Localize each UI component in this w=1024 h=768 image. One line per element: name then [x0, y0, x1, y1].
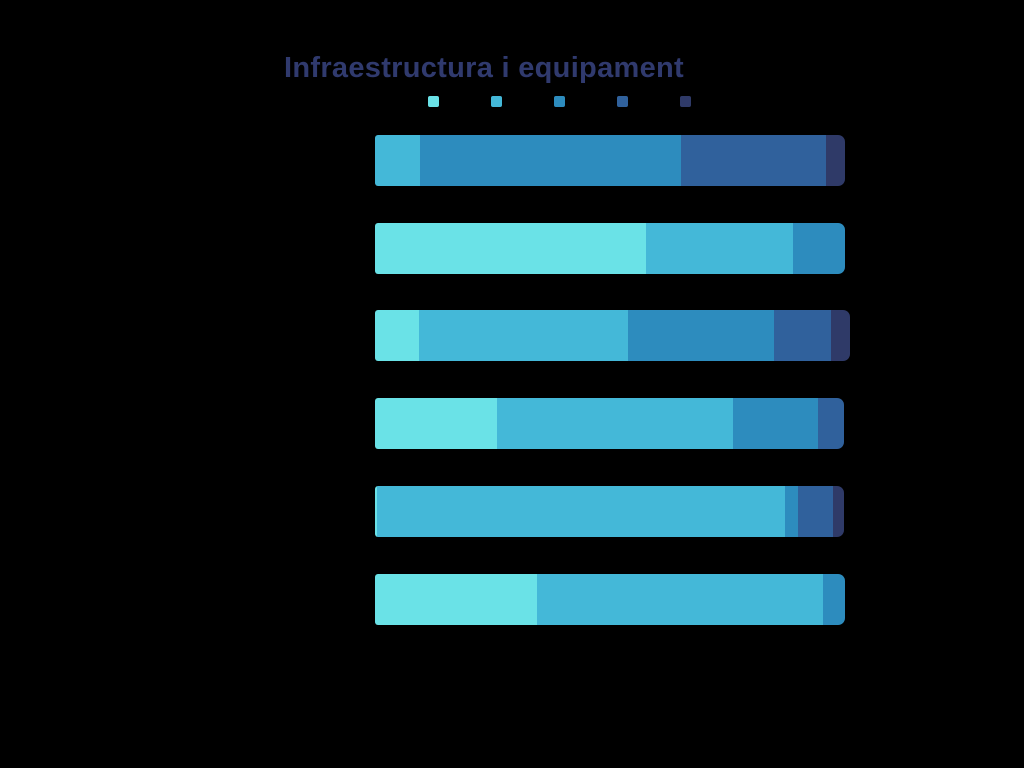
bar-segment-navy — [826, 135, 845, 186]
bar-segment-dark-blue — [798, 486, 833, 537]
bar-row-5 — [375, 486, 844, 537]
bar-segment-cyan — [537, 574, 824, 625]
bar-segment-blue — [784, 486, 799, 537]
bar-segment-dark-blue — [773, 310, 832, 361]
bar-segment-blue — [628, 310, 774, 361]
bar-row-2 — [375, 223, 846, 274]
bar-segment-blue — [793, 223, 846, 274]
bar-segment-cyan — [376, 486, 785, 537]
bar-row-3 — [375, 310, 851, 361]
bar-row-4 — [375, 398, 845, 449]
bar-segment-navy — [832, 486, 844, 537]
bar-row-1 — [375, 135, 845, 186]
bar-segment-cyan — [419, 310, 629, 361]
legend-swatch-cyan — [491, 96, 502, 107]
bar-segment-light-cyan — [375, 574, 538, 625]
bar-segment-light-cyan — [375, 398, 498, 449]
bar-segment-cyan — [375, 135, 421, 186]
bar-segment-dark-blue — [818, 398, 845, 449]
legend-swatch-blue — [554, 96, 565, 107]
bar-segment-navy — [831, 310, 851, 361]
bar-segment-blue — [823, 574, 845, 625]
legend-swatch-navy — [680, 96, 691, 107]
chart-title: Infraestructura i equipament — [284, 52, 684, 84]
bar-segment-cyan — [497, 398, 734, 449]
bar-segment-light-cyan — [375, 486, 377, 537]
bar-segment-light-cyan — [375, 310, 420, 361]
bar-segment-cyan — [646, 223, 794, 274]
bar-segment-blue — [420, 135, 681, 186]
legend-swatch-light-cyan — [428, 96, 439, 107]
bar-segment-dark-blue — [680, 135, 827, 186]
legend-swatch-dark-blue — [617, 96, 628, 107]
bar-row-6 — [375, 574, 845, 625]
stacked-bar-plot — [375, 135, 855, 630]
bar-segment-blue — [733, 398, 819, 449]
bar-segment-light-cyan — [375, 223, 647, 274]
chart-legend — [428, 96, 743, 107]
